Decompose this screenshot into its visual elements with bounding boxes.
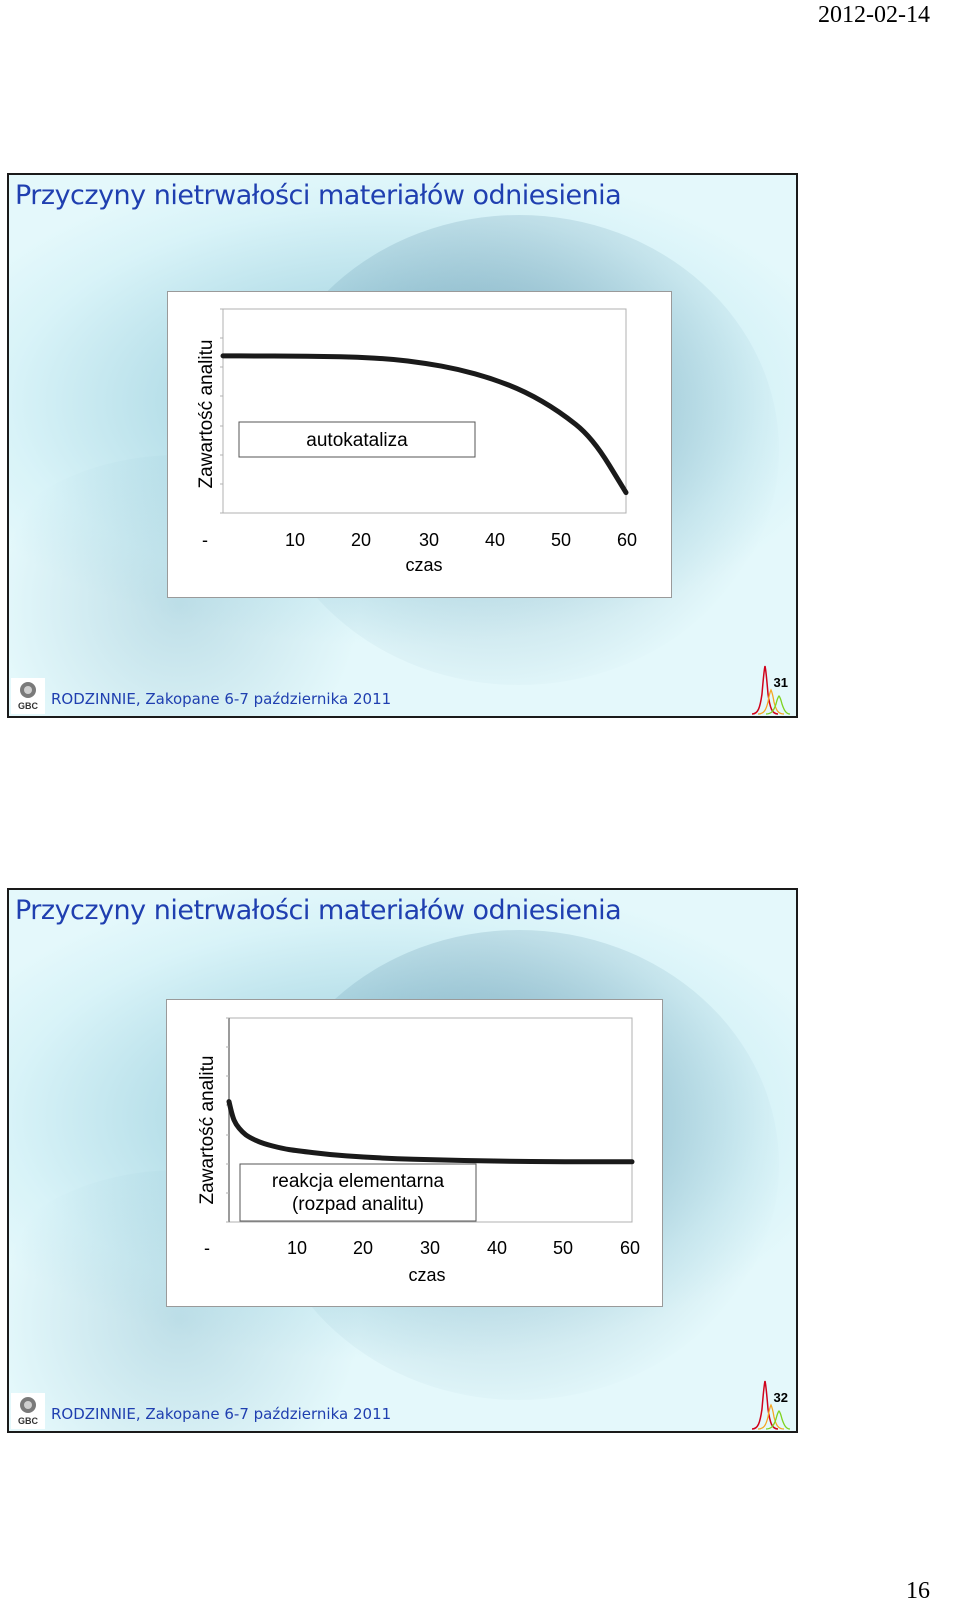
series-line [226,1099,635,1165]
y-axis-label: Zawartość analitu [197,1056,218,1205]
x-tick-label: 20 [353,1238,373,1258]
footer-text: RODZINNIE, Zakopane 6-7 października 201… [51,1405,392,1423]
footer-text: RODZINNIE, Zakopane 6-7 października 201… [51,690,392,708]
y-axis-ticks [226,1017,229,1223]
gbc-logo: GBC [11,678,45,714]
x-tick-label: 40 [487,1238,507,1258]
page-number: 16 [906,1578,930,1604]
annotation-text: reakcja elementarna [272,1171,445,1192]
line-chart: Zawartość analitu - 10 20 30 40 50 60 cz… [197,1017,640,1285]
x-tick-label: 50 [551,530,571,550]
chromatogram-peaks-icon [751,1380,790,1430]
x-tick-label: 30 [420,1238,440,1258]
x-tick-label: - [204,1238,210,1258]
x-tick-label: 20 [351,530,371,550]
chart-area: Zawartość analitu - 10 20 30 40 50 60 cz… [166,999,663,1307]
x-tick-label: 50 [553,1238,573,1258]
slide-title: Przyczyny nietrwałości materiałów odnies… [15,180,622,211]
series-line [220,353,629,496]
slide-title: Przyczyny nietrwałości materiałów odnies… [15,895,622,926]
x-axis-label: czas [405,555,442,575]
gbc-logo: GBC [11,1393,45,1429]
x-axis-label: czas [408,1265,445,1285]
slide-number: 32 [773,1390,788,1405]
x-tick-label: 30 [419,530,439,550]
page-date: 2012-02-14 [818,2,930,28]
x-tick-label: - [202,530,208,550]
x-tick-label: 10 [287,1238,307,1258]
x-tick-label: 40 [485,530,505,550]
x-tick-label: 60 [620,1238,640,1258]
annotation-text: (rozpad analitu) [292,1194,424,1215]
x-tick-label: 10 [285,530,305,550]
x-tick-label: 60 [617,530,637,550]
annotation-box [239,1163,477,1222]
annotation-text: autokataliza [306,430,408,451]
slide-32: Przyczyny nietrwałości materiałów odnies… [7,888,798,1433]
slide-31: Przyczyny nietrwałości materiałów odnies… [7,173,798,718]
chromatogram-peaks-icon [751,665,790,715]
y-axis-ticks [220,308,223,514]
slide-number: 31 [773,675,788,690]
line-chart: Zawartość analitu - 10 20 30 40 50 60 cz… [196,308,637,575]
annotation-box [238,421,476,458]
logo-text: GBC [18,1416,39,1426]
chart-area: Zawartość analitu - 10 20 30 40 50 60 cz… [167,291,672,598]
logo-text: GBC [18,701,39,711]
y-axis-label: Zawartość analitu [196,340,217,489]
plot-area-border [222,308,627,514]
